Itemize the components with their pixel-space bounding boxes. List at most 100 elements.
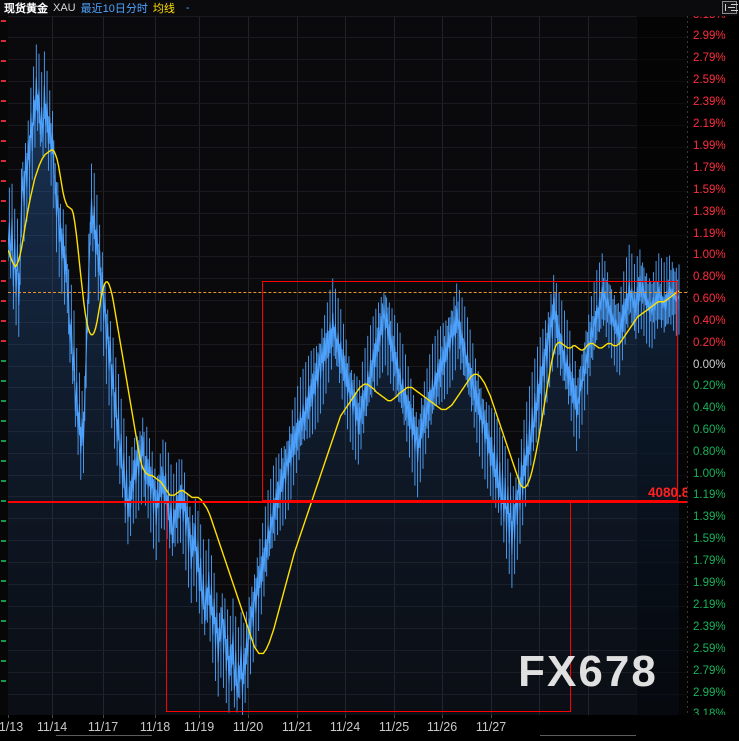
x-axis-tick [8, 715, 9, 718]
y-axis-label: 0.60% [693, 424, 726, 437]
annotation-box-lower [166, 501, 571, 712]
y-axis-label: 1.39% [693, 205, 726, 218]
x-axis-tick [491, 715, 492, 718]
left-axis-tick [1, 440, 6, 442]
x-axis-label: 11/17 [87, 720, 119, 734]
x-axis-tick [248, 715, 249, 718]
y-axis-label: 2.19% [693, 117, 726, 130]
grid-line-horizontal [8, 168, 687, 170]
y-axis-label: 0.00% [693, 358, 726, 371]
x-axis-label: 11/26 [426, 720, 458, 734]
y-axis-label: 1.39% [693, 511, 726, 524]
grid-line-horizontal [8, 212, 687, 214]
left-axis-tick [1, 340, 6, 342]
price-tick-texture [8, 44, 680, 715]
x-axis-underline [540, 735, 636, 736]
collapse-panel-icon[interactable] [722, 1, 737, 14]
y-axis-label: 1.99% [693, 139, 726, 152]
annotation-box-upper [262, 281, 678, 501]
left-axis-tick [1, 600, 6, 602]
y-axis-label: 2.79% [693, 665, 726, 678]
x-axis-label: 11/18 [139, 720, 171, 734]
moving-average-line [8, 149, 680, 655]
y-axis-label: 1.00% [693, 468, 726, 481]
x-axis-label: 11/19 [183, 720, 215, 734]
x-axis-tick [103, 715, 104, 718]
y-axis-label: 1.59% [693, 533, 726, 546]
x-axis-label: 11/25 [378, 720, 410, 734]
y-axis-label: 1.79% [693, 161, 726, 174]
y-axis-label: 1.99% [693, 577, 726, 590]
left-axis-tick [1, 120, 6, 122]
grid-line-horizontal [8, 255, 687, 257]
x-axis-tick [199, 715, 200, 718]
grid-line-horizontal [8, 343, 687, 345]
x-axis-tick [297, 715, 298, 718]
y-axis-label: 1.00% [693, 248, 726, 261]
y-axis-label: 2.79% [693, 51, 726, 64]
price-label: 4080.85 [648, 485, 697, 500]
left-axis-tick [1, 520, 6, 522]
y-axis-label: 1.19% [693, 227, 726, 240]
left-axis-tick [1, 260, 6, 262]
x-axis-tick [394, 715, 395, 718]
y-axis-label: 2.39% [693, 95, 726, 108]
instrument-name: 现货黄金 [4, 3, 48, 15]
series-layer [8, 44, 680, 715]
left-axis-tick [1, 100, 6, 102]
ma-legend-label: 均线 [152, 3, 175, 15]
left-axis-tick [1, 420, 6, 422]
y-axis-label: 2.19% [693, 599, 726, 612]
y-axis-label: 1.19% [693, 489, 726, 502]
grid-line-horizontal [8, 58, 687, 60]
left-axis-tick [1, 360, 6, 362]
ma-legend-value: - [185, 2, 190, 14]
x-axis-tick [345, 715, 346, 718]
grid-line-horizontal [8, 299, 687, 301]
chart-plot-area[interactable]: 4080.85 [8, 16, 697, 716]
left-axis-tick [1, 580, 6, 582]
x-axis-label: 11/20 [232, 720, 264, 734]
left-axis-tick [1, 240, 6, 242]
left-axis-tick [1, 680, 6, 682]
left-axis-tick [1, 400, 6, 402]
y-axis-label: 2.99% [693, 29, 726, 42]
grid-line-horizontal [8, 234, 687, 236]
x-axis: 11/13 11/14 11/17 11/18 11/19 11/20 11/21 11/24… [0, 715, 739, 741]
y-axis-label: 0.40% [693, 402, 726, 415]
y-axis-label: 2.59% [693, 73, 726, 86]
left-axis-tick [1, 480, 6, 482]
grid-line-horizontal [8, 102, 687, 104]
left-axis-tick [1, 640, 6, 642]
left-axis-tick [1, 60, 6, 62]
x-axis-tick [442, 715, 443, 718]
y-axis-label: 0.40% [693, 314, 726, 327]
grid-line-horizontal [8, 146, 687, 148]
left-axis-tick [1, 380, 6, 382]
y-axis-divider [687, 16, 688, 715]
left-axis-tick [1, 280, 6, 282]
y-axis-label: 2.59% [693, 643, 726, 656]
x-axis-underline [56, 735, 152, 736]
left-tick-strip [0, 16, 8, 715]
y-axis-label: 2.39% [693, 621, 726, 634]
y-axis-label: 0.20% [693, 336, 726, 349]
left-axis-tick [1, 160, 6, 162]
grid-line-horizontal [8, 321, 687, 323]
left-axis-tick [1, 540, 6, 542]
left-axis-tick [1, 620, 6, 622]
x-axis-label: 11/27 [475, 720, 507, 734]
y-axis-label: 1.79% [693, 555, 726, 568]
grid-line-horizontal [8, 190, 687, 192]
left-axis-tick [1, 200, 6, 202]
left-axis-tick [1, 220, 6, 222]
price-area-fill [8, 77, 679, 715]
y-axis-label: 0.80% [693, 446, 726, 459]
reference-dashed-line [8, 292, 687, 293]
grid-line-horizontal [8, 36, 687, 38]
grid-line-horizontal [8, 277, 687, 279]
left-axis-tick [1, 460, 6, 462]
instrument-code: XAU [53, 2, 76, 14]
period-label: 最近10日分时 [80, 3, 148, 15]
